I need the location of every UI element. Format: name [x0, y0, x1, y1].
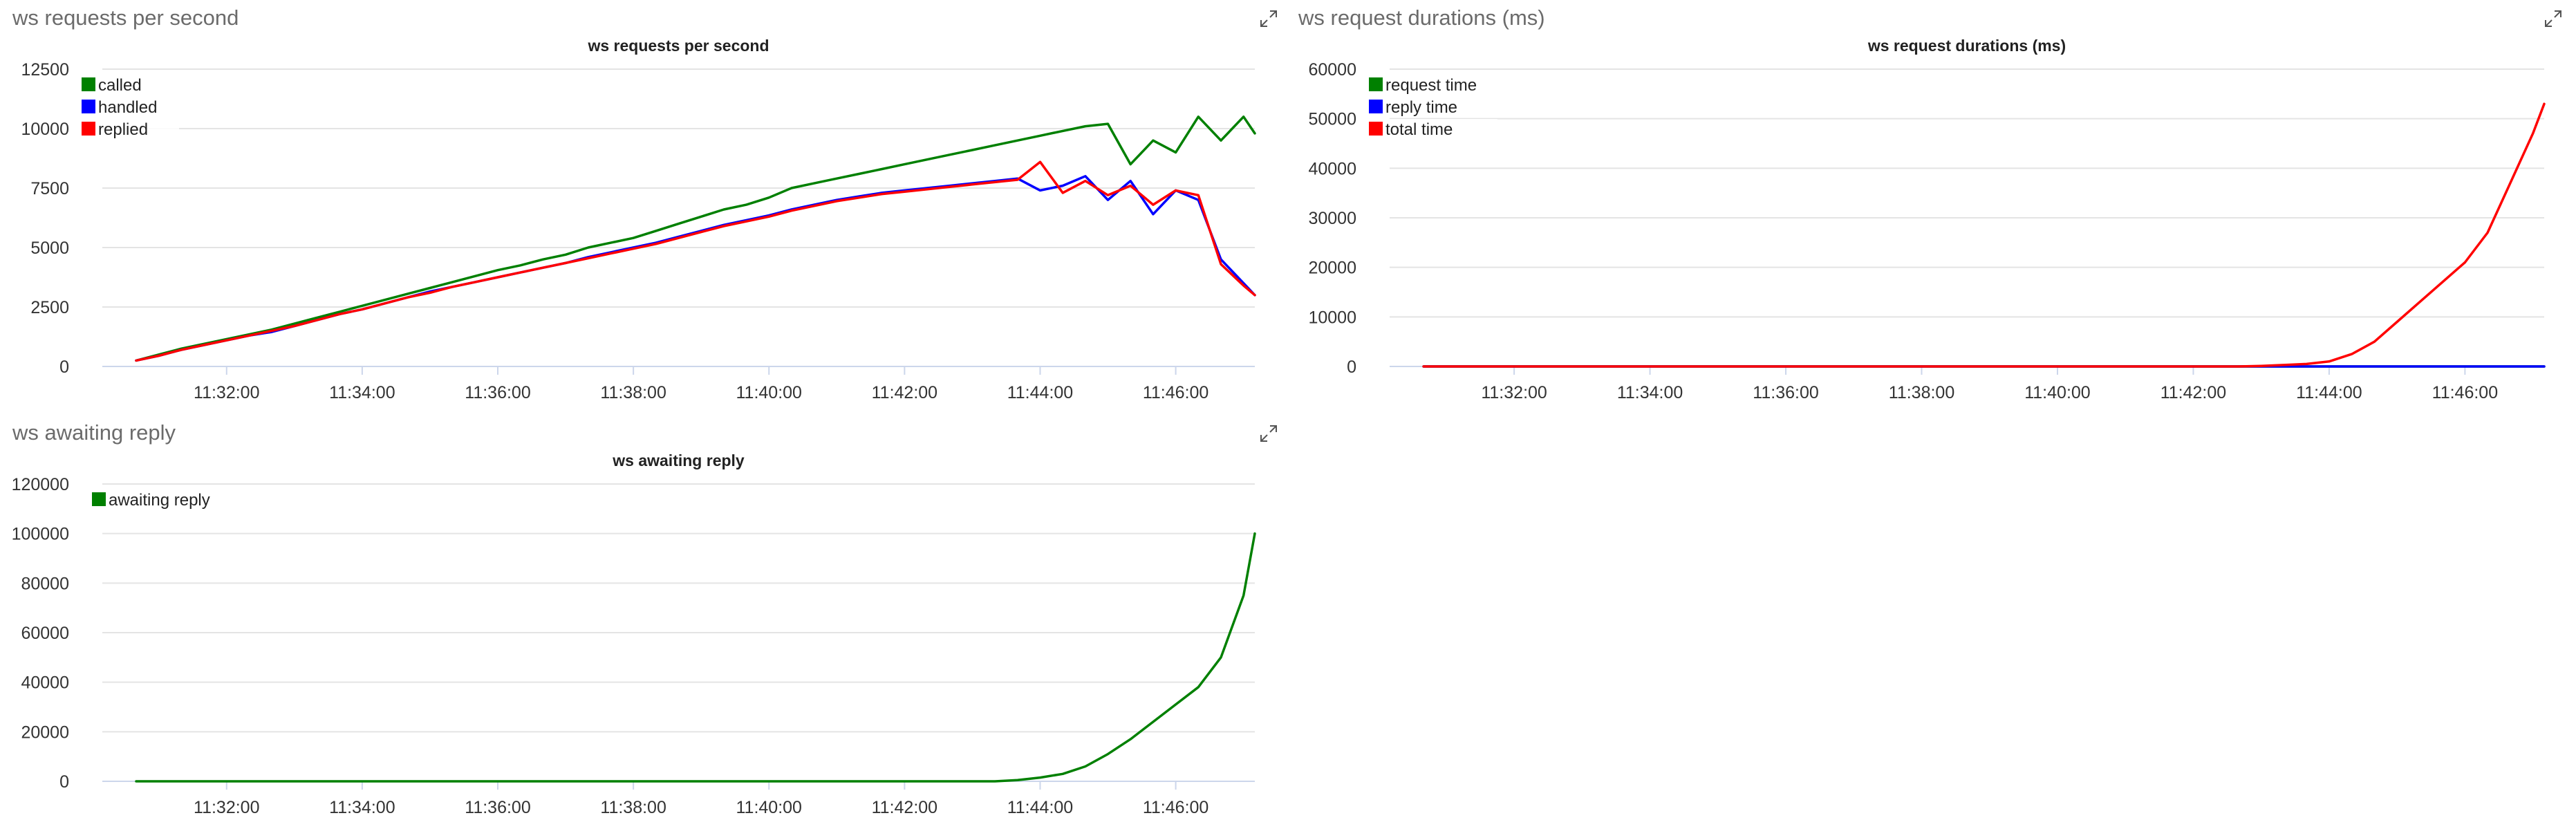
y-tick-label: 10000	[21, 120, 69, 139]
panel-requests: ws requests per second ws requests per s…	[0, 0, 1286, 415]
x-tick-label: 11:44:00	[1007, 383, 1073, 402]
y-tick-label: 2500	[30, 298, 69, 317]
x-tick-label: 11:36:00	[465, 798, 530, 817]
y-tick-label: 0	[59, 357, 69, 377]
x-tick-label: 11:34:00	[329, 798, 395, 817]
legend-label: request time	[1385, 76, 1477, 95]
y-tick-label: 40000	[21, 673, 69, 693]
panel-title: ws awaiting reply	[12, 420, 176, 445]
x-tick-label: 11:42:00	[2160, 383, 2226, 402]
x-tick-label: 11:42:00	[872, 798, 937, 817]
legend-swatch	[1369, 100, 1383, 113]
x-tick-label: 11:32:00	[1481, 383, 1547, 402]
x-tick-label: 11:42:00	[872, 383, 937, 402]
panel-title: ws request durations (ms)	[1298, 6, 1545, 30]
legend-label: reply time	[1385, 98, 1457, 117]
series-line-handled	[135, 175, 1256, 362]
legend-swatch	[82, 122, 95, 136]
y-tick-label: 5000	[30, 239, 69, 258]
panel-title: ws requests per second	[12, 6, 239, 30]
legend-bg	[79, 97, 179, 118]
x-tick-label: 11:36:00	[1753, 383, 1818, 402]
chart-requests: ws requests per second 0 2500 5000 7500 10000…	[21, 37, 1256, 402]
y-tick-label: 80000	[21, 574, 69, 593]
x-tick-label: 11:46:00	[1143, 383, 1208, 402]
legend-label: awaiting reply	[109, 491, 210, 510]
series-line-called	[135, 115, 1256, 362]
legend-swatch	[1369, 77, 1383, 91]
x-tick-label: 11:32:00	[194, 383, 259, 402]
legend-swatch	[82, 100, 95, 113]
y-tick-label: 0	[59, 772, 69, 792]
x-tick-label: 11:34:00	[329, 383, 395, 402]
y-tick-label: 30000	[1308, 209, 1356, 228]
x-tick-label: 11:36:00	[465, 383, 530, 402]
x-tick-label: 11:32:00	[194, 798, 259, 817]
x-tick-label: 11:46:00	[2432, 383, 2498, 402]
y-tick-label: 12500	[21, 60, 69, 80]
y-tick-label: 7500	[30, 179, 69, 198]
y-tick-label: 100000	[12, 525, 69, 544]
panel-awaiting: ws awaiting reply ws awaiting reply 0 2000…	[0, 415, 1286, 838]
expand-icon[interactable]	[2543, 8, 2564, 29]
expand-icon[interactable]	[1258, 423, 1279, 444]
chart-title: ws request durations (ms)	[1867, 37, 2066, 55]
x-tick-label: 11:44:00	[1007, 798, 1073, 817]
legend-swatch	[92, 492, 106, 506]
y-tick-label: 0	[1347, 357, 1356, 377]
legend-bg	[89, 490, 262, 510]
y-tick-label: 60000	[1308, 60, 1356, 80]
x-tick-label: 11:44:00	[2296, 383, 2362, 402]
legend-bg	[1366, 97, 1497, 118]
chart-title: ws requests per second	[587, 37, 769, 55]
series-line-total-time	[1422, 102, 2546, 368]
series-line-awaiting-reply	[135, 532, 1256, 783]
y-tick-label: 60000	[21, 624, 69, 643]
x-tick-label: 11:40:00	[736, 798, 802, 817]
x-tick-label: 11:34:00	[1617, 383, 1683, 402]
x-tick-label: 11:38:00	[600, 383, 666, 402]
y-tick-label: 40000	[1308, 159, 1356, 178]
legend-label: called	[98, 76, 142, 95]
x-tick-label: 11:38:00	[600, 798, 666, 817]
y-tick-label: 120000	[12, 475, 69, 494]
legend-bg	[79, 119, 179, 140]
legend-swatch	[82, 77, 95, 91]
series-line-replied	[135, 160, 1256, 362]
y-tick-label: 50000	[1308, 110, 1356, 129]
legend-bg	[1366, 119, 1497, 140]
chart-awaiting: ws awaiting reply 0 20000 40000 60000 80000 10…	[12, 451, 1256, 817]
x-tick-label: 11:46:00	[1143, 798, 1208, 817]
expand-icon[interactable]	[1258, 8, 1279, 29]
y-tick-label: 20000	[21, 723, 69, 742]
legend-label: replied	[98, 120, 148, 139]
legend-bg	[1366, 75, 1518, 95]
x-tick-label: 11:40:00	[736, 383, 802, 402]
x-tick-label: 11:38:00	[1889, 383, 1954, 402]
panel-durations: ws request durations (ms) ws request dur…	[1286, 0, 2576, 415]
chart-durations: ws request durations (ms) 0 10000 20000 3000…	[1308, 37, 2546, 402]
y-tick-label: 10000	[1308, 308, 1356, 327]
chart-title: ws awaiting reply	[612, 451, 745, 469]
y-tick-label: 20000	[1308, 259, 1356, 278]
x-tick-label: 11:40:00	[2024, 383, 2090, 402]
legend-label: total time	[1385, 120, 1453, 139]
legend-swatch	[1369, 122, 1383, 136]
legend-label: handled	[98, 98, 157, 117]
